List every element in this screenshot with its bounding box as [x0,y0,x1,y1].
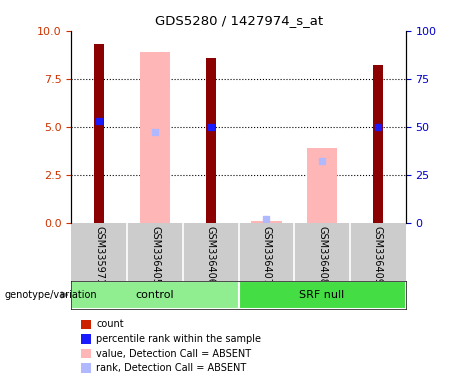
Bar [238,281,406,309]
Text: SRF null: SRF null [300,290,345,300]
Text: control: control [136,290,174,300]
Text: GSM336408: GSM336408 [317,226,327,285]
Text: count: count [96,319,124,329]
Bar [140,52,170,223]
Text: GSM335971: GSM335971 [95,226,104,285]
Text: GSM336406: GSM336406 [206,226,216,285]
Text: GSM336405: GSM336405 [150,226,160,285]
Text: rank, Detection Call = ABSENT: rank, Detection Call = ABSENT [96,363,247,373]
Text: GSM336407: GSM336407 [261,226,272,285]
Bar [206,58,216,223]
Bar [71,281,239,309]
Title: GDS5280 / 1427974_s_at: GDS5280 / 1427974_s_at [154,14,323,27]
Bar [307,148,337,223]
Text: value, Detection Call = ABSENT: value, Detection Call = ABSENT [96,349,251,359]
Text: genotype/variation: genotype/variation [5,290,97,300]
Text: percentile rank within the sample: percentile rank within the sample [96,334,261,344]
Bar [373,65,383,223]
Bar [95,44,104,223]
Text: GSM336409: GSM336409 [373,226,383,285]
Bar [251,221,282,223]
